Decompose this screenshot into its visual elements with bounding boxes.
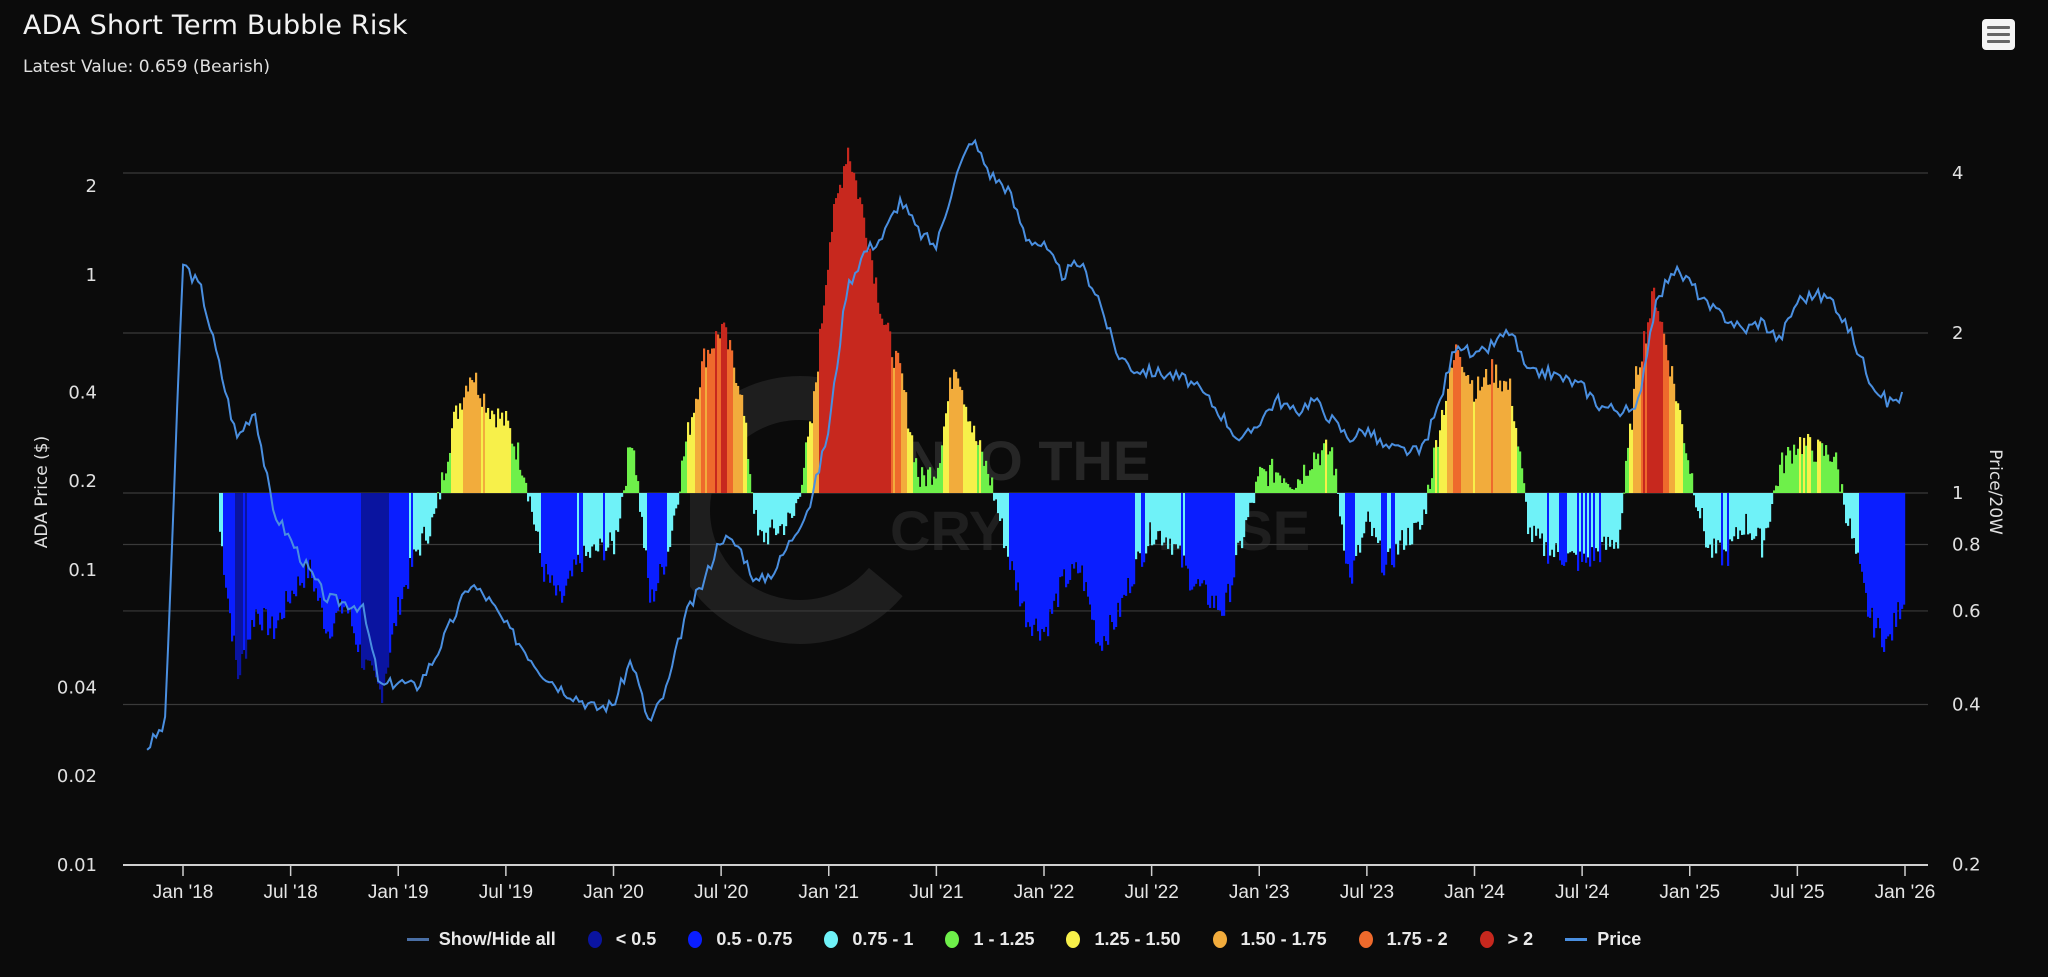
x-tick-label: Jul '22 [1124, 882, 1178, 903]
legend-dot-icon [824, 930, 839, 948]
x-tick-label: Jul '25 [1770, 882, 1824, 903]
legend-item-1-75-2[interactable]: 1.75 - 2 [1358, 928, 1448, 950]
legend-item-0-5-0-75[interactable]: 0.5 - 0.75 [688, 929, 792, 950]
legend-item-0-5[interactable]: < 0.5 [587, 928, 657, 950]
y-left-tick-label: 2 [86, 176, 97, 197]
x-tick-label: Jul '23 [1340, 882, 1394, 903]
legend-item-1-25-1-50[interactable]: 1.25 - 1.50 [1066, 928, 1181, 950]
x-tick-label: Jan '19 [368, 882, 429, 903]
legend-dot-icon [1479, 930, 1494, 948]
x-tick-label: Jan '20 [583, 882, 644, 903]
legend-item-0-75-1[interactable]: 0.75 - 1 [824, 929, 913, 950]
y-axis-left: 2 1 0.4 0.2 0.1 0.04 0.02 0.01 [57, 176, 97, 876]
y-left-tick-label: 0.04 [57, 677, 97, 698]
legend-label: 0.5 - 0.75 [716, 928, 793, 949]
legend-item-price[interactable]: Price [1565, 929, 1641, 950]
y-right-tick-label: 0.2 [1952, 855, 1981, 876]
legend-item-1-1-25[interactable]: 1 - 1.25 [945, 929, 1034, 950]
legend-label: 1.75 - 2 [1386, 928, 1448, 949]
y-right-tick-label: 1 [1952, 483, 1963, 504]
price-line [146, 138, 1904, 751]
ratio-bars [219, 147, 1906, 703]
legend-line-icon [1565, 937, 1588, 941]
x-tick-label: Jul '24 [1555, 882, 1610, 903]
y-right-tick-label: 0.6 [1952, 601, 1981, 622]
legend-item-2[interactable]: > 2 [1479, 928, 1534, 950]
legend-label: Price [1597, 928, 1642, 949]
legend-label: 1.50 - 1.75 [1240, 928, 1327, 949]
y-axis-right-title: Price/20W [1985, 449, 2005, 535]
chart-subtitle: Latest Value: 0.659 (Bearish) [23, 57, 270, 77]
legend-dot-icon [1358, 930, 1373, 948]
y-right-tick-label: 0.8 [1952, 535, 1981, 556]
x-tick-label: Jul '20 [694, 882, 748, 903]
y-left-tick-label: 1 [86, 265, 97, 286]
legend-label: 1.25 - 1.50 [1094, 928, 1181, 949]
x-tick-label: Jan '23 [1229, 882, 1290, 903]
legend-item-show-hide-all[interactable]: Show/Hide all [406, 928, 556, 950]
x-tick-label: Jul '21 [909, 882, 963, 903]
x-tick-label: Jan '24 [1444, 882, 1505, 903]
y-left-tick-label: 0.1 [68, 560, 97, 581]
x-tick-label: Jan '25 [1659, 882, 1720, 903]
legend-line-icon [406, 937, 429, 941]
y-axis-left-title: ADA Price ($) [32, 436, 52, 548]
x-tick-label: Jan '21 [798, 882, 859, 903]
hamburger-menu-icon[interactable] [1982, 19, 2015, 50]
x-tick-label: Jan '22 [1014, 882, 1075, 903]
chart-title: ADA Short Term Bubble Risk [23, 10, 408, 41]
legend-dot-icon [688, 930, 703, 948]
y-right-tick-label: 0.4 [1952, 695, 1981, 716]
y-left-tick-label: 0.01 [57, 855, 97, 876]
legend-label: > 2 [1507, 928, 1534, 949]
y-right-tick-label: 4 [1952, 163, 1963, 184]
y-left-tick-label: 0.2 [68, 471, 97, 492]
legend-label: < 0.5 [615, 928, 657, 949]
x-tick-label: Jul '18 [263, 882, 317, 903]
y-axis-right: 4 2 1 0.8 0.6 0.4 0.2 [1952, 163, 1981, 876]
legend-dot-icon [587, 930, 602, 948]
x-tick-label: Jul '19 [479, 882, 533, 903]
x-axis: Jan '18 Jul '18 Jan '19 Jul '19 Jan '20 Jul '… [153, 865, 1936, 903]
y-left-tick-label: 0.02 [57, 766, 97, 787]
legend-dot-icon [1212, 930, 1227, 948]
legend-dot-icon [1066, 930, 1081, 948]
x-tick-label: Jan '26 [1875, 882, 1936, 903]
y-left-tick-label: 0.4 [68, 382, 97, 403]
legend: Show/Hide all < 0.5 0.5 - 0.75 0.75 - 1 1 - … [0, 924, 2048, 954]
y-right-tick-label: 2 [1952, 323, 1963, 344]
legend-dot-icon [945, 930, 960, 948]
x-tick-label: Jan '18 [153, 882, 214, 903]
legend-item-1-50-1-75[interactable]: 1.50 - 1.75 [1212, 928, 1327, 950]
legend-label: Show/Hide all [438, 928, 556, 949]
legend-label: 1 - 1.25 [973, 928, 1035, 949]
legend-label: 0.75 - 1 [852, 928, 914, 949]
